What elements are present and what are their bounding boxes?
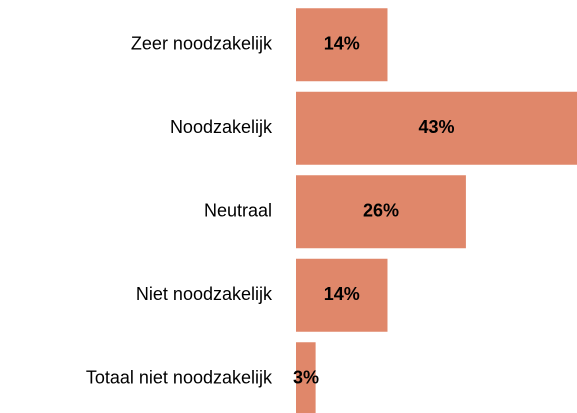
category-label: Zeer noodzakelijk	[131, 34, 273, 54]
bar	[296, 258, 388, 332]
bar	[296, 91, 577, 165]
bar	[296, 342, 316, 413]
bar	[296, 8, 388, 82]
bar	[296, 175, 466, 249]
value-label: 26%	[363, 201, 399, 221]
value-label: 3%	[293, 368, 319, 388]
value-label: 43%	[418, 117, 454, 137]
category-label: Neutraal	[204, 201, 272, 221]
value-label: 14%	[324, 284, 360, 304]
category-label: Niet noodzakelijk	[136, 284, 273, 304]
value-label: 14%	[324, 34, 360, 54]
category-label: Totaal niet noodzakelijk	[86, 368, 273, 388]
category-label: Noodzakelijk	[170, 117, 273, 137]
